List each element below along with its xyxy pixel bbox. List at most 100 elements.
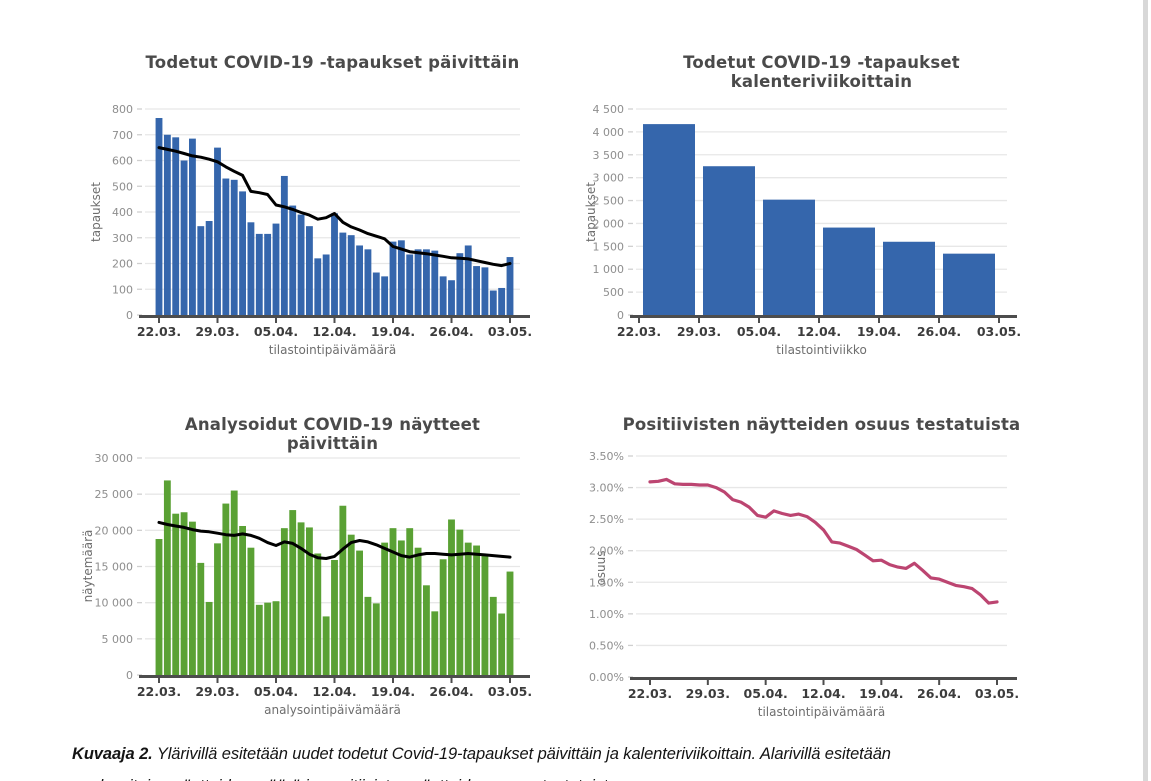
x-axis-label: tilastointiviikko — [776, 343, 867, 357]
bar — [389, 241, 397, 315]
grid-lines: 0 100 200 300 400 500 600 700 800 — [112, 103, 520, 322]
x-tick-label: 05.04. — [744, 686, 788, 701]
bar — [397, 240, 405, 315]
bar — [247, 547, 255, 675]
bar — [306, 226, 313, 315]
x-axis-label: tilastointipäivämäärä — [268, 343, 397, 357]
x-tick-label: 05.04. — [254, 684, 298, 699]
x-tick-label: 12.04. — [801, 686, 845, 701]
bar — [222, 503, 230, 675]
grid-lines: 0 500 1 000 1 500 2 000 2 500 3 000 3 500 4 000 4… — [593, 103, 1007, 322]
x-tick-label: 26.04. — [917, 324, 961, 339]
bar — [214, 147, 221, 315]
bar — [155, 118, 163, 315]
bar — [389, 528, 397, 675]
y-tick-label: 0.50% — [589, 639, 624, 652]
bar — [264, 602, 272, 675]
bar — [473, 545, 480, 675]
x-tick-label: 22.03. — [137, 324, 181, 339]
bar — [214, 543, 221, 675]
bar — [172, 513, 180, 675]
y-tick-label: 100 — [112, 283, 133, 296]
bar — [222, 178, 230, 315]
x-tick-label: 03.05. — [975, 686, 1019, 701]
bar — [372, 603, 380, 675]
y-tick-label: 500 — [112, 180, 133, 193]
bar — [397, 540, 405, 675]
bar — [306, 527, 313, 675]
positivity-share-plot: 0.00% 0.50% 1.00% 1.50% 2.00% 2.50% 3.00% 3.50%… — [589, 450, 1019, 701]
y-tick-label: 3 000 — [593, 172, 625, 185]
bar — [506, 571, 514, 675]
y-tick-label: 0 — [617, 309, 624, 322]
bar — [414, 547, 422, 675]
x-tick-label: 05.04. — [737, 324, 781, 339]
bar — [506, 257, 514, 315]
chart-daily-samples: Analysoidut COVID-19 näytteet päivittäin… — [60, 405, 555, 765]
y-tick-label: 2 500 — [593, 195, 625, 208]
x-tick-label: 19.04. — [371, 684, 415, 699]
y-tick-label: 3.50% — [589, 450, 624, 463]
y-tick-label: 300 — [112, 232, 133, 245]
bar — [280, 528, 288, 675]
bar — [498, 613, 506, 675]
y-tick-label: 20 000 — [95, 524, 134, 537]
x-tick-label: 12.04. — [312, 324, 356, 339]
figure-caption-text: Ylärivillä esitetään uudet todetut Covid… — [152, 745, 891, 763]
y-tick-label: 0 — [126, 309, 133, 322]
y-tick-label: 0.00% — [589, 671, 624, 684]
y-tick-label: 4 500 — [593, 103, 625, 116]
bar — [239, 525, 246, 675]
y-tick-label: 1 000 — [593, 263, 625, 276]
bar — [163, 134, 171, 315]
y-tick-label: 1.00% — [589, 608, 624, 621]
x-ticks: 22.03. 29.03. 05.04. 12.04. 19.04. 26.04. 03.0… — [137, 678, 532, 699]
bar — [823, 227, 875, 315]
chart-title: Analysoidut COVID-19 näytteet päivittäin — [184, 415, 481, 453]
scrollbar-track[interactable] — [1143, 0, 1148, 781]
x-tick-label: 29.03. — [677, 324, 721, 339]
bar — [489, 290, 497, 315]
figure-caption: Kuvaaja 2. Ylärivillä esitetään uudet to… — [72, 745, 1087, 764]
x-tick-label: 22.03. — [628, 686, 672, 701]
x-tick-label: 29.03. — [195, 684, 239, 699]
y-tick-label: 30 000 — [95, 452, 134, 465]
y-tick-label: 10 000 — [95, 597, 134, 610]
x-ticks: 22.03. 29.03. 05.04. 12.04. 19.04. 26.04. 03.0… — [628, 680, 1019, 701]
bar — [448, 519, 455, 675]
chart-title: Positiivisten näytteiden osuus testatuis… — [622, 415, 1021, 434]
bar — [205, 221, 213, 315]
y-tick-label: 15 000 — [95, 561, 134, 574]
bar — [703, 166, 755, 315]
bar — [498, 287, 506, 315]
bar — [155, 539, 163, 675]
y-tick-label: 200 — [112, 258, 133, 271]
x-tick-label: 19.04. — [371, 324, 415, 339]
bars — [155, 118, 514, 315]
bars — [155, 480, 514, 675]
bar — [356, 550, 363, 675]
x-axis-label: analysointipäivämäärä — [264, 703, 401, 717]
bar — [280, 175, 288, 315]
y-tick-label: 2 000 — [593, 217, 625, 230]
x-tick-label: 26.04. — [429, 324, 473, 339]
chart-title: Todetut COVID-19 -tapaukset päivittäin — [145, 53, 520, 72]
y-tick-label: 500 — [603, 286, 624, 299]
bar — [372, 272, 380, 315]
x-tick-label: 26.04. — [429, 684, 473, 699]
y-tick-label: 25 000 — [95, 488, 134, 501]
bar — [347, 235, 355, 315]
y-tick-label: 800 — [112, 103, 133, 116]
y-tick-label: 5 000 — [102, 633, 134, 646]
y-tick-label: 3 500 — [593, 149, 625, 162]
daily-samples-plot: 0 5 000 10 000 15 000 20 000 25 000 30 000 22.0… — [95, 452, 533, 699]
y-tick-label: 400 — [112, 206, 133, 219]
y-tick-label: 1 500 — [593, 240, 625, 253]
x-tick-label: 12.04. — [312, 684, 356, 699]
bar — [163, 480, 171, 675]
bar — [239, 191, 246, 315]
bar — [883, 241, 935, 315]
bar — [464, 245, 472, 315]
bar — [356, 245, 363, 315]
bar — [297, 522, 305, 675]
